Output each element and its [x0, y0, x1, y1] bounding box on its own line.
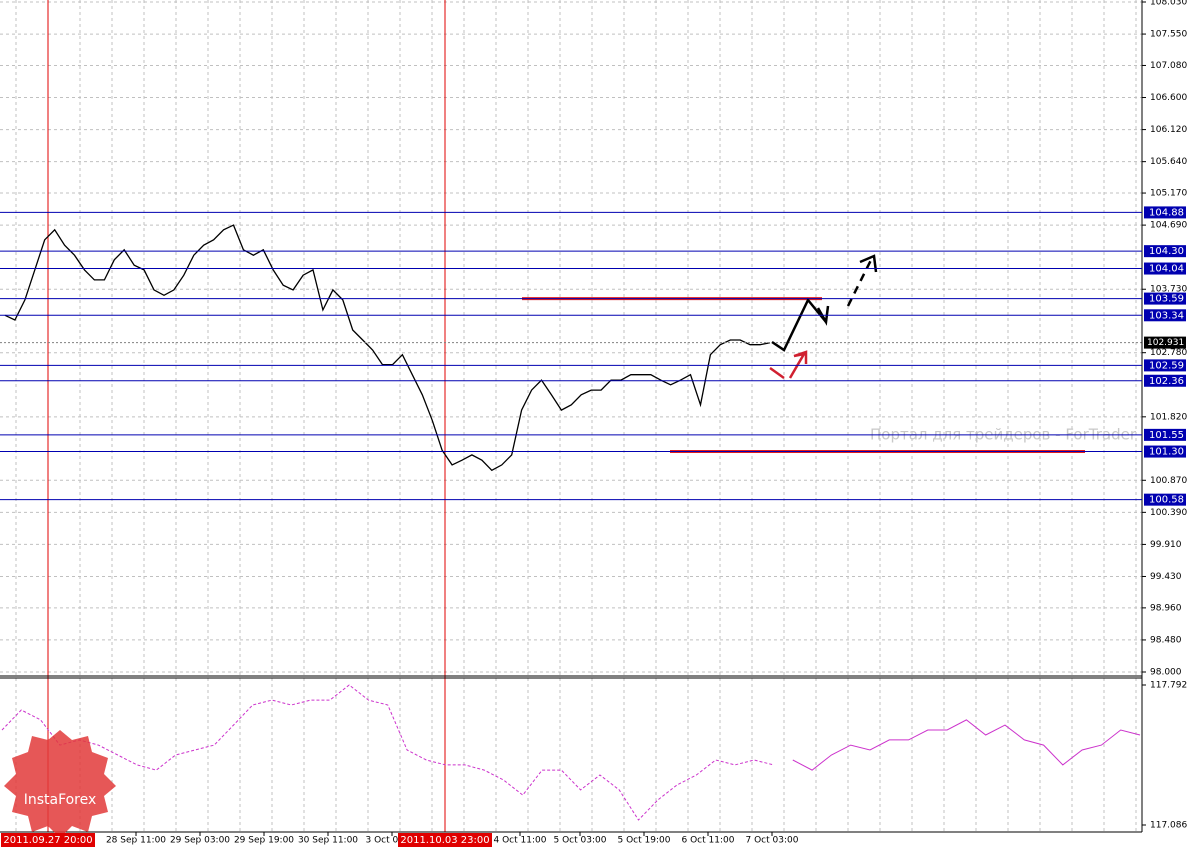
x-tick-label: 4 Oct 11:00	[494, 836, 547, 846]
level-label: 104.04	[1149, 264, 1184, 275]
y-tick-label: 107.550	[1150, 30, 1187, 40]
logo-badge	[4, 730, 116, 838]
level-label-box	[1144, 493, 1186, 506]
x-tick-label: 29 Sep 19:00	[234, 836, 294, 846]
level-label: 100.58	[1149, 495, 1184, 506]
current-price-label: 102.931	[1147, 338, 1184, 348]
arrow-head	[816, 305, 830, 326]
level-label: 101.55	[1149, 430, 1184, 441]
x-tick-label: 29 Sep 03:00	[170, 836, 230, 846]
level-label: 104.88	[1149, 207, 1184, 218]
level-label-box	[1144, 309, 1186, 322]
y-tick-label: 98.480	[1150, 635, 1182, 645]
level-label: 102.36	[1149, 376, 1184, 387]
y-tick-label: 102.780	[1150, 348, 1187, 358]
x-tick-label: 5 Oct 19:00	[618, 836, 671, 846]
x-tick-label: 5 Oct 03:00	[554, 836, 607, 846]
y-tick-label: 100.870	[1150, 476, 1187, 486]
marker-label-box	[398, 833, 492, 847]
level-label: 103.59	[1149, 294, 1184, 305]
level-label-box	[1144, 292, 1186, 305]
level-label-box	[1144, 428, 1186, 441]
price-line	[4, 224, 771, 472]
indicator-line	[792, 719, 1141, 771]
logo-text: InstaForex	[24, 792, 97, 808]
x-tick-label: 6 Oct 11:00	[682, 836, 735, 846]
x-tick-label: 28 Sep 11:00	[106, 836, 166, 846]
y-tick-label: 101.820	[1150, 412, 1187, 422]
arrow-red	[769, 366, 785, 380]
x-tick-label: 7 Oct 03:00	[746, 836, 799, 846]
y-tick-label: 108.030	[1150, 0, 1187, 8]
indicator-line	[1, 684, 774, 821]
x-tick-label: 30 Sep 11:00	[298, 836, 358, 846]
arrow-red	[788, 350, 808, 379]
y-tick-label: 117.086	[1150, 821, 1187, 831]
x-tick-label: 3 Oct 03:00	[366, 836, 419, 846]
level-label-box	[1144, 445, 1186, 458]
y-tick-label: 98.960	[1150, 603, 1182, 613]
level-label: 103.34	[1149, 310, 1184, 321]
arrow-dashed	[846, 257, 874, 307]
y-tick-label: 107.080	[1150, 61, 1187, 71]
y-tick-label: 100.390	[1150, 508, 1187, 518]
y-tick-label: 106.120	[1150, 125, 1187, 135]
logo: InstaForex	[4, 730, 116, 838]
current-price-box	[1144, 336, 1186, 349]
y-tick-label: 105.170	[1150, 189, 1187, 199]
level-label-box	[1144, 359, 1186, 372]
grid	[0, 0, 1142, 832]
level-label-box	[1144, 374, 1186, 387]
marker-label-box	[1, 833, 95, 847]
y-tick-label: 98.000	[1150, 668, 1182, 678]
level-label: 104.30	[1149, 246, 1184, 257]
level-label-box	[1144, 206, 1186, 219]
arrow-head	[859, 254, 878, 273]
level-label: 102.59	[1149, 360, 1184, 371]
marker-label: 2011.10.03 23:00	[400, 835, 489, 846]
y-tick-label: 104.690	[1150, 221, 1187, 231]
y-tick-label: 105.640	[1150, 157, 1187, 167]
level-label: 101.30	[1149, 447, 1184, 458]
y-tick-label: 106.600	[1150, 93, 1187, 103]
y-tick-label: 99.910	[1150, 540, 1182, 550]
level-label-box	[1144, 262, 1186, 275]
forecast-arrows	[769, 254, 878, 380]
marker-label: 2011.09.27 20:00	[3, 835, 92, 846]
arrow-black	[771, 297, 827, 352]
y-tick-label: 117.792	[1150, 681, 1187, 691]
y-tick-label: 99.430	[1150, 572, 1182, 582]
level-label-box	[1144, 245, 1186, 258]
y-tick-label: 103.730	[1150, 285, 1187, 295]
